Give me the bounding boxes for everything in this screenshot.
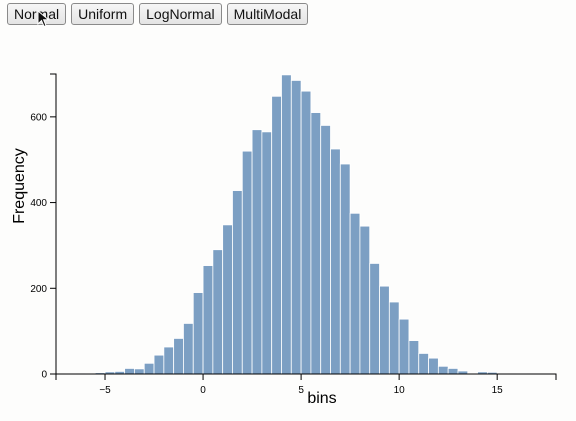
y-tick-label: 600 bbox=[30, 112, 47, 123]
histogram-bar-31 bbox=[369, 263, 380, 375]
histogram-bar-24 bbox=[300, 90, 312, 375]
histogram-bar-30 bbox=[359, 225, 371, 375]
bars-layer bbox=[65, 74, 527, 375]
histogram-bar-37 bbox=[428, 357, 439, 375]
histogram-bar-18 bbox=[241, 150, 253, 375]
histogram-bar-32 bbox=[379, 285, 390, 375]
distribution-toolbar: Normal Uniform LogNormal MultiModal bbox=[7, 3, 309, 25]
axes-layer: −5 0 5 10 15 0 200 400 600 bbox=[30, 73, 557, 396]
histogram-bar-38 bbox=[437, 365, 449, 375]
histogram-bar-23 bbox=[290, 80, 302, 375]
histogram-bar-39 bbox=[447, 368, 459, 375]
histogram-bar-22 bbox=[281, 74, 292, 375]
y-tick-label: 400 bbox=[30, 198, 47, 209]
histogram-bar-13 bbox=[192, 292, 204, 375]
histogram-bar-25 bbox=[310, 112, 322, 375]
histogram-bar-15 bbox=[212, 249, 224, 375]
histogram-bar-28 bbox=[339, 163, 351, 375]
histogram-bar-16 bbox=[222, 224, 233, 375]
x-tick-label: −5 bbox=[99, 385, 111, 396]
histogram-bar-9 bbox=[153, 354, 165, 375]
histogram-bar-14 bbox=[202, 265, 214, 375]
histogram-bar-7 bbox=[134, 368, 145, 375]
x-tick-label: 0 bbox=[200, 385, 206, 396]
histogram-bar-36 bbox=[418, 353, 429, 375]
histogram-bar-29 bbox=[349, 212, 361, 375]
histogram-bar-33 bbox=[388, 301, 400, 375]
x-axis-label: bins bbox=[307, 390, 336, 407]
histogram-bar-21 bbox=[271, 95, 282, 375]
x-tick-label: 15 bbox=[492, 385, 504, 396]
histogram-bar-10 bbox=[163, 346, 175, 375]
lognormal-button[interactable]: LogNormal bbox=[139, 3, 222, 25]
histogram-bar-17 bbox=[232, 190, 243, 375]
histogram-bar-27 bbox=[330, 148, 341, 375]
x-tick-label: 5 bbox=[298, 385, 304, 396]
histogram-bar-34 bbox=[398, 318, 410, 375]
x-tick-label: 10 bbox=[394, 385, 406, 396]
y-tick-label: 0 bbox=[41, 370, 47, 381]
y-axis-line bbox=[50, 73, 57, 375]
x-axis-line bbox=[55, 373, 557, 380]
histogram-bar-12 bbox=[183, 323, 194, 375]
histogram-bar-35 bbox=[408, 340, 420, 375]
histogram-bar-6 bbox=[124, 368, 135, 375]
histogram-bar-19 bbox=[251, 129, 263, 375]
uniform-button[interactable]: Uniform bbox=[71, 3, 135, 25]
histogram-bar-11 bbox=[173, 338, 184, 375]
y-axis-label: Frequency bbox=[11, 148, 28, 224]
histogram-bar-8 bbox=[143, 362, 155, 375]
multimodal-button[interactable]: MultiModal bbox=[226, 3, 309, 25]
histogram-bar-26 bbox=[320, 125, 331, 375]
histogram-bar-20 bbox=[261, 131, 273, 375]
y-tick-label: 200 bbox=[30, 284, 47, 295]
